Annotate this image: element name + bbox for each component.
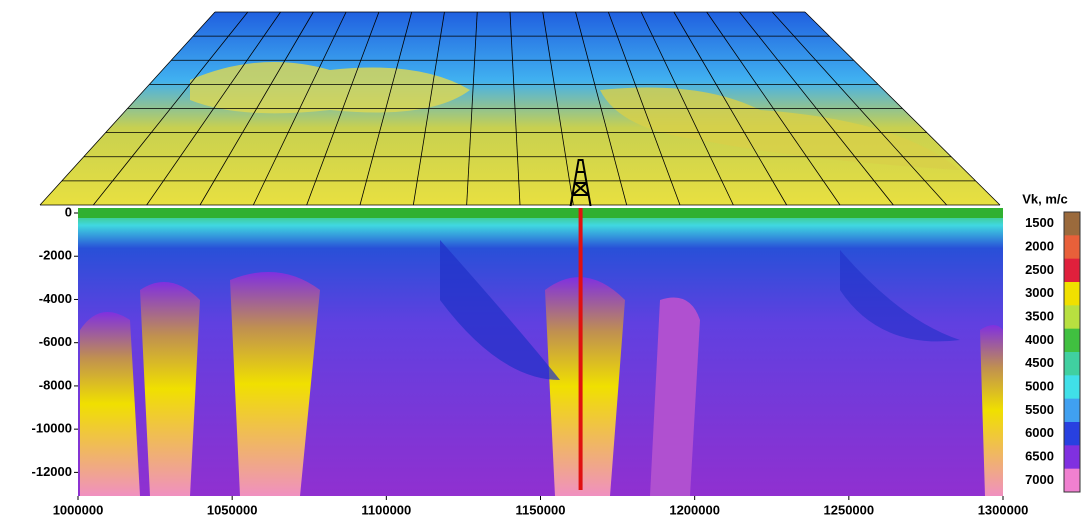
- x-tick-label: 1100000: [361, 502, 411, 517]
- y-tick-label: -10000: [32, 421, 72, 436]
- x-tick-label: 1300000: [978, 502, 1029, 517]
- colorbar-label: 6500: [1025, 448, 1054, 463]
- colorbar-label: 4000: [1025, 332, 1054, 347]
- colorbar-label: 2500: [1025, 262, 1054, 277]
- colorbar-label: 6000: [1025, 425, 1054, 440]
- x-tick-label: 1200000: [669, 502, 720, 517]
- x-tick-label: 1250000: [824, 502, 875, 517]
- colorbar-label: 2000: [1025, 238, 1054, 253]
- x-tick-label: 1150000: [516, 502, 566, 517]
- colorbar-title: Vk, m/c: [1022, 191, 1068, 206]
- section: [78, 208, 1003, 496]
- colorbar-swatch: [1064, 445, 1080, 469]
- colorbar-label: 1500: [1025, 215, 1054, 230]
- x-tick-label: 1000000: [53, 502, 104, 517]
- figure: Vk, m/c 1000000 1050000 1100000 1150000 1200…: [0, 0, 1087, 524]
- colorbar-swatch: [1064, 422, 1080, 446]
- colorbar-label: 5000: [1025, 378, 1054, 393]
- y-tick-label: -6000: [39, 334, 72, 349]
- y-tick-label: -4000: [39, 291, 72, 306]
- colorbar-label: 5500: [1025, 402, 1054, 417]
- colorbar-swatch: [1064, 212, 1080, 236]
- y-tick-label: -12000: [32, 464, 72, 479]
- colorbar-swatch: [1064, 399, 1080, 423]
- colorbar-swatch: [1064, 305, 1080, 329]
- colorbar-swatch: [1064, 375, 1080, 399]
- colorbar-swatch: [1064, 282, 1080, 306]
- y-tick-label: 0: [65, 204, 72, 219]
- colorbar-swatch: [1064, 259, 1080, 283]
- y-tick-label: -8000: [39, 377, 72, 392]
- colorbar-label: 3500: [1025, 308, 1054, 323]
- colorbar-label: 4500: [1025, 355, 1054, 370]
- colorbar-swatch: [1064, 352, 1080, 376]
- colorbar-swatch: [1064, 235, 1080, 259]
- colorbar-swatch: [1064, 329, 1080, 353]
- x-tick-label: 1050000: [207, 502, 258, 517]
- colorbar-swatch: [1064, 469, 1080, 493]
- colorbar-label: 7000: [1025, 472, 1054, 487]
- y-tick-label: -2000: [39, 248, 72, 263]
- colorbar-label: 3000: [1025, 285, 1054, 300]
